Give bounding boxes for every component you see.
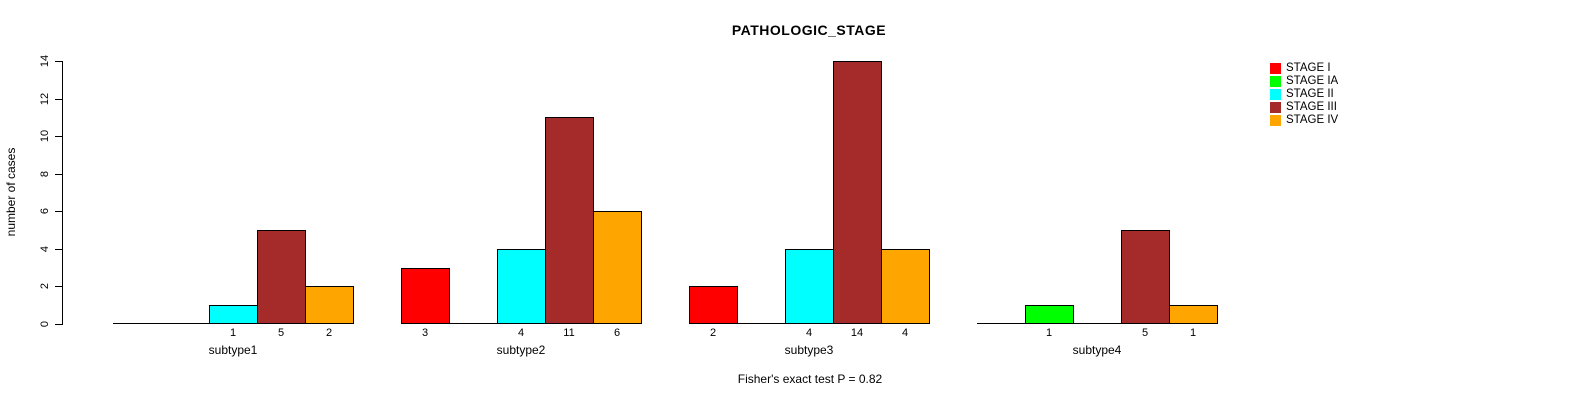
bar [401,268,450,324]
y-tick-label: 6 [39,207,51,215]
zero-bar-baseline [977,323,1026,324]
y-tick-label: 10 [39,129,51,143]
bar [785,249,834,324]
bar-value-label: 4 [805,327,813,339]
bar [1025,305,1074,324]
category-label: subtype4 [1072,343,1122,357]
bar-value-label: 4 [517,327,525,339]
bar-value-label: 14 [850,327,864,339]
bar [545,117,594,324]
legend-label: STAGE I [1286,62,1331,74]
zero-bar-baseline [161,323,210,324]
legend-swatch [1270,115,1281,126]
bar-value-label: 1 [1045,327,1053,339]
bar [1121,230,1170,324]
y-tick-mark [55,324,62,325]
legend-item: STAGE I [1270,62,1338,74]
bar-value-label: 1 [229,327,237,339]
chart-title: PATHOLOGIC_STAGE [731,22,887,38]
legend: STAGE I STAGE IA STAGE II STAGE III STAGE IV [1270,62,1339,126]
bar [689,286,738,324]
zero-bar-baseline [113,323,162,324]
bar-value-label: 6 [613,327,621,339]
legend-item: STAGE II [1270,88,1338,100]
bar [881,249,930,324]
zero-bar-baseline [449,323,498,324]
legend-label: STAGE IV [1286,114,1339,126]
legend-swatch [1270,76,1281,87]
category-label: subtype2 [496,343,546,357]
y-tick-label: 12 [39,92,51,106]
legend-item: STAGE III [1270,101,1338,113]
bar-value-label: 5 [277,327,285,339]
bar [593,211,642,324]
y-tick-label: 14 [39,54,51,68]
zero-bar-baseline [737,323,786,324]
y-tick-label: 0 [39,320,51,328]
bar [257,230,306,324]
y-axis-label: number of cases [4,147,18,237]
bar [1169,305,1218,324]
y-tick-label: 2 [39,282,51,290]
bar [833,61,882,324]
legend-label: STAGE II [1286,88,1334,100]
bar-value-label: 5 [1141,327,1149,339]
legend-label: STAGE III [1286,101,1337,113]
bar [497,249,546,324]
legend-swatch [1270,89,1281,100]
bar [209,305,258,324]
bar-value-label: 4 [901,327,909,339]
bar-value-label: 2 [325,327,333,339]
y-tick-mark [55,99,62,100]
y-tick-mark [55,286,62,287]
y-tick-mark [55,174,62,175]
y-tick-label: 4 [39,245,51,253]
bar [305,286,354,324]
bar-value-label: 11 [563,327,575,339]
legend-item: STAGE IA [1270,75,1339,87]
y-tick-label: 8 [39,170,51,178]
bar-value-label: 2 [709,327,717,339]
category-label: subtype3 [784,343,834,357]
bar-value-label: 1 [1189,327,1197,339]
legend-swatch [1270,63,1281,74]
bar-value-label: 3 [421,327,429,339]
y-tick-mark [55,249,62,250]
y-tick-mark [55,211,62,212]
legend-swatch [1270,102,1281,113]
zero-bar-baseline [1073,323,1122,324]
y-tick-mark [55,136,62,137]
y-axis-line [62,61,63,325]
fisher-test-note: Fisher's exact test P = 0.82 [737,372,883,386]
y-tick-mark [55,61,62,62]
legend-item: STAGE IV [1270,114,1339,126]
legend-label: STAGE IA [1286,75,1339,87]
category-label: subtype1 [208,343,258,357]
